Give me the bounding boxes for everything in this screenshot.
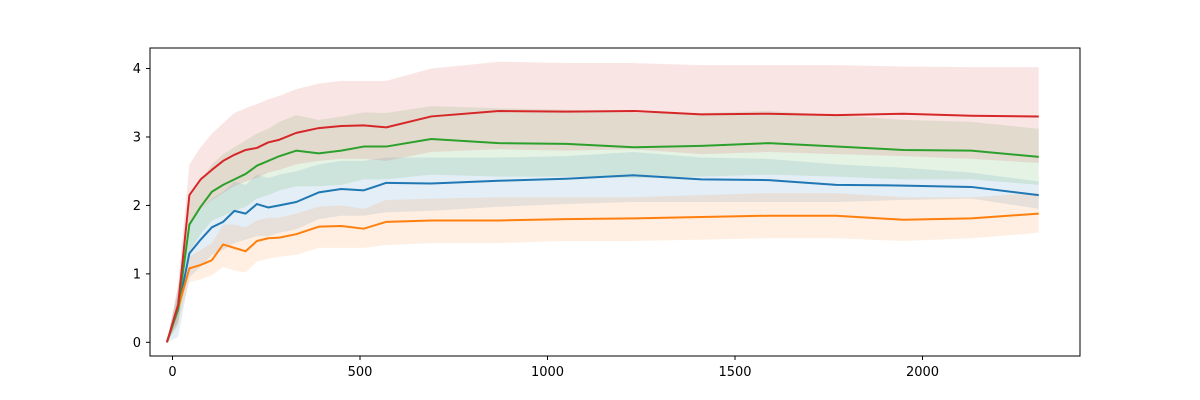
y-axis: 0 1 2 3 4 — [133, 62, 150, 351]
x-tick-label: 500 — [348, 365, 373, 380]
confidence-bands — [166, 61, 1039, 343]
y-tick-label: 0 — [133, 336, 141, 351]
x-tick-label: 2000 — [906, 365, 939, 380]
y-tick-label: 3 — [133, 130, 141, 145]
series-3-line — [165, 138, 1039, 343]
y-tick-label: 4 — [133, 62, 141, 77]
x-tick-label: 1500 — [718, 365, 751, 380]
x-tick-label: 1000 — [531, 365, 564, 380]
series-4-line — [165, 109, 1039, 343]
series-1-band — [166, 152, 1039, 343]
x-tick-label: 0 — [168, 365, 176, 380]
x-axis: 0 500 1000 1500 2000 — [168, 356, 939, 380]
series-2-line — [165, 212, 1039, 343]
y-tick-label: 1 — [133, 267, 141, 282]
series-3-band — [166, 106, 1039, 343]
y-tick-label: 2 — [133, 199, 141, 214]
series-2-band — [166, 193, 1039, 343]
plot-frame — [149, 47, 1081, 357]
series-lines — [165, 109, 1039, 343]
series-1-line — [165, 174, 1039, 343]
series-4-band — [166, 61, 1039, 343]
